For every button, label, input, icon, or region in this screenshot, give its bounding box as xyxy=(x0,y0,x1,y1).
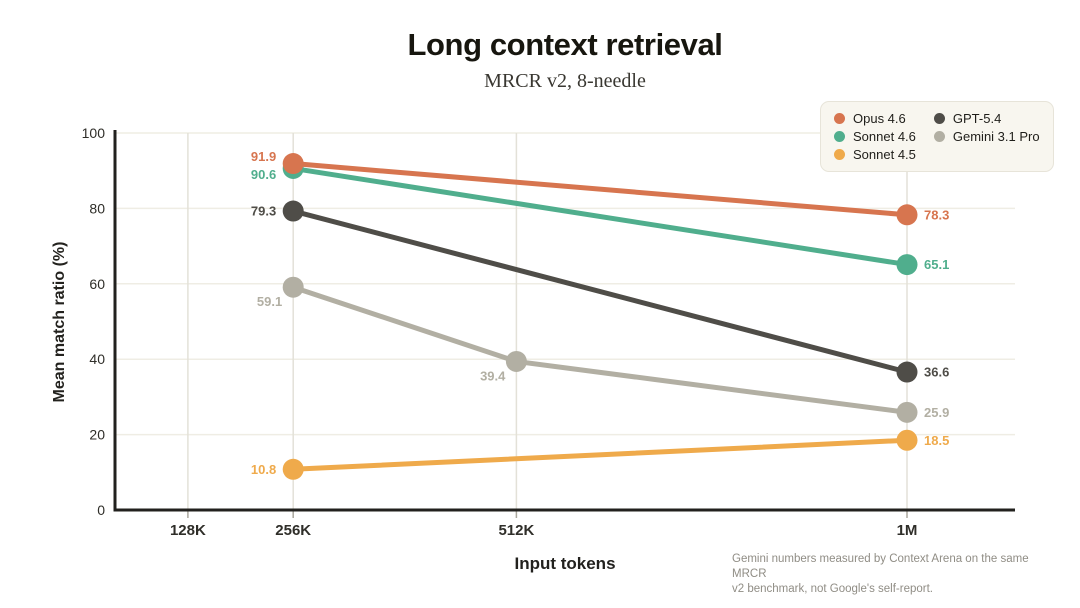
legend-swatch-opus-4-6 xyxy=(834,113,845,124)
footnote-line-1: Gemini numbers measured by Context Arena… xyxy=(732,553,1029,580)
legend-label: Opus 4.6 xyxy=(853,111,906,126)
legend-label: GPT-5.4 xyxy=(952,111,1002,126)
y-tick-label: 20 xyxy=(89,427,105,443)
legend-label: Sonnet 4.5 xyxy=(853,147,916,162)
value-label-gemini-3-1-pro-1m: 25.9 xyxy=(924,405,949,420)
legend-swatch-gemini-3-1-pro xyxy=(933,131,945,142)
data-point-gemini-3-1-pro xyxy=(896,401,918,423)
x-tick-label: 256K xyxy=(275,522,311,539)
y-tick-label: 40 xyxy=(89,351,105,367)
legend-item-sonnet-4-6: Sonnet 4.6 xyxy=(834,129,916,144)
data-point-gemini-3-1-pro xyxy=(282,276,304,298)
y-tick-label: 60 xyxy=(89,276,105,292)
chart-title: Long context retrieval xyxy=(407,27,723,62)
legend: Opus 4.6 Sonnet 4.6 Sonnet 4.5 GPT-5.4 G… xyxy=(820,101,1054,172)
series-line-sonnet-4-6 xyxy=(290,165,910,268)
value-label-opus-4-6-256k: 91.9 xyxy=(251,149,276,164)
title-block: Long context retrieval MRCR v2, 8-needle xyxy=(115,27,1015,93)
x-axis-label: Input tokens xyxy=(514,554,616,573)
value-label-gpt-5-4-256k: 79.3 xyxy=(251,204,276,219)
footnote: Gemini numbers measured by Context Arena… xyxy=(732,552,1032,597)
value-label-sonnet-4-6-256k: 90.6 xyxy=(251,167,276,182)
series-line-sonnet-4-5 xyxy=(290,437,910,472)
series-line-opus-4-6 xyxy=(290,161,910,218)
legend-item-gemini-3-1-pro: Gemini 3.1 Pro xyxy=(933,129,1040,144)
value-label-gemini-3-1-pro-256k: 59.1 xyxy=(257,294,282,309)
value-label-sonnet-4-5-256k: 10.8 xyxy=(251,462,276,477)
x-tick-label: 128K xyxy=(170,522,206,539)
legend-item-gpt-5-4: GPT-5.4 xyxy=(933,111,1040,126)
data-point-gpt-5-4 xyxy=(282,200,304,222)
legend-label: Sonnet 4.6 xyxy=(853,129,916,144)
chart-subtitle: MRCR v2, 8-needle xyxy=(484,70,646,92)
x-tick-label: 512K xyxy=(498,522,534,539)
value-label-gpt-5-4-1m: 36.6 xyxy=(924,365,949,380)
legend-item-sonnet-4-5: Sonnet 4.5 xyxy=(834,147,916,162)
series-line-gpt-5-4 xyxy=(290,208,910,375)
legend-item-opus-4-6: Opus 4.6 xyxy=(834,111,916,126)
value-label-sonnet-4-6-1m: 65.1 xyxy=(924,257,949,272)
legend-swatch-sonnet-4-6 xyxy=(834,131,845,142)
legend-label: Gemini 3.1 Pro xyxy=(952,129,1040,144)
y-axis-label: Mean match ratio (%) xyxy=(51,241,68,403)
legend-swatch-sonnet-4-5 xyxy=(834,149,845,160)
data-point-gpt-5-4 xyxy=(896,361,918,383)
value-label-opus-4-6-1m: 78.3 xyxy=(924,207,949,222)
value-label-sonnet-4-5-1m: 18.5 xyxy=(924,433,949,448)
footnote-line-2: v2 benchmark, not Google's self-report. xyxy=(732,583,933,595)
y-tick-label: 0 xyxy=(97,502,105,518)
value-label-gemini-3-1-pro-512k: 39.4 xyxy=(480,368,506,383)
y-tick-label: 100 xyxy=(82,125,106,141)
data-point-opus-4-6 xyxy=(282,153,304,175)
data-point-sonnet-4-5 xyxy=(282,458,304,480)
data-point-sonnet-4-5 xyxy=(896,429,918,451)
y-tick-label: 80 xyxy=(89,200,105,216)
data-point-sonnet-4-6 xyxy=(896,254,918,276)
data-point-gemini-3-1-pro xyxy=(505,350,527,372)
data-point-opus-4-6 xyxy=(896,204,918,226)
legend-swatch-gpt-5-4 xyxy=(933,113,945,124)
x-tick-label: 1M xyxy=(897,522,918,539)
